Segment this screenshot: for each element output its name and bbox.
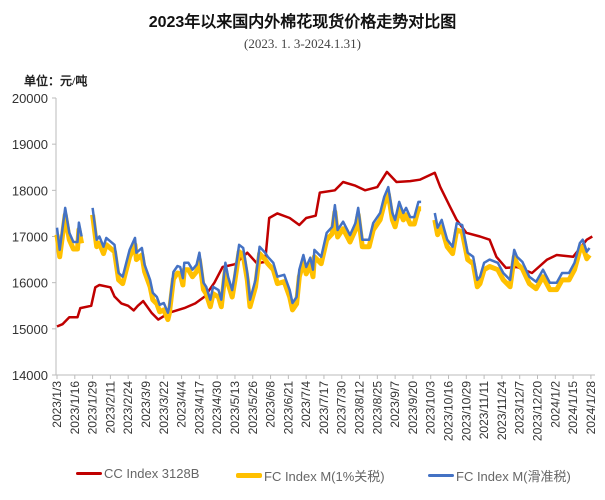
x-tick-label: 2023/6/8 [264,381,278,428]
x-tick-label: 2023/3/9 [139,381,153,428]
x-tick-label: 2023/5/26 [246,381,260,435]
series-line-1 [54,191,592,323]
x-tick-label: 2023/4/30 [210,381,224,435]
x-tick-label: 2023/11/11 [477,381,491,440]
chart-subtitle: (2023. 1. 3-2024.1.31) [244,36,361,51]
legend-label: CC Index 3128B [104,466,200,481]
x-tick-label: 2023/2/24 [121,381,135,435]
y-tick-label: 15000 [12,322,48,337]
x-tick-label: 2023/4/17 [192,381,206,435]
x-tick-label: 2023/1/16 [68,381,82,435]
legend-swatch-blue [428,474,454,477]
x-tick-label: 2023/10/29 [459,381,473,441]
x-tick-label: 2023/5/13 [228,381,242,435]
chart-title: 2023年以来国内外棉花现货价格走势对比图 [148,14,457,31]
y-tick-label: 19000 [12,137,48,152]
x-tick-label: 2023/9/7 [388,381,402,428]
x-tick-label: 2023/6/21 [281,381,295,435]
legend-swatch-red [76,472,102,475]
x-tick-label: 2023/10/3 [424,381,438,435]
x-tick-label: 2024/1/15 [566,381,580,435]
y-tick-label: 20000 [12,91,48,106]
legend-label: FC Index M(滑准税) [456,469,571,484]
x-tick-label: 2023/4/4 [175,381,189,428]
y-axis-unit-label: 单位：元/吨 [24,74,88,88]
x-tick-label: 2024/1/28 [584,381,598,435]
x-tick-label: 2023/1/29 [86,381,100,435]
x-tick-label: 2023/1/3 [50,381,64,428]
x-tick-label: 2023/12/20 [531,381,545,441]
x-tick-label: 2023/11/24 [495,381,509,440]
legend-item-cc-index: CC Index 3128B [76,466,199,481]
legend-swatch-yellow [236,473,262,478]
x-tick-label: 2023/12/7 [513,381,527,435]
x-tick-label: 2024/1/2 [548,381,562,428]
legend-item-fc-index-1pct: FC Index M(1%关税) [236,466,385,485]
y-tick-label: 18000 [12,183,48,198]
y-tick-label: 16000 [12,276,48,291]
x-tick-label: 2023/10/16 [442,381,456,441]
y-tick-label: 14000 [12,368,48,383]
series-line-2 [55,185,591,314]
x-tick-label: 2023/7/17 [317,381,331,435]
series-line-0 [56,170,593,328]
x-tick-label: 2023/8/25 [370,381,384,435]
y-tick-label: 17000 [12,230,48,245]
x-tick-label: 2023/7/4 [299,381,313,428]
legend-item-fc-index-slide: FC Index M(滑准税) [428,466,571,485]
x-tick-label: 2023/2/11 [103,381,117,434]
x-tick-label: 2023/8/12 [353,381,367,435]
x-tick-label: 2023/9/20 [406,381,420,435]
x-tick-label: 2023/7/30 [335,381,349,435]
x-tick-label: 2023/3/22 [157,381,171,435]
legend-label: FC Index M(1%关税) [264,469,385,484]
